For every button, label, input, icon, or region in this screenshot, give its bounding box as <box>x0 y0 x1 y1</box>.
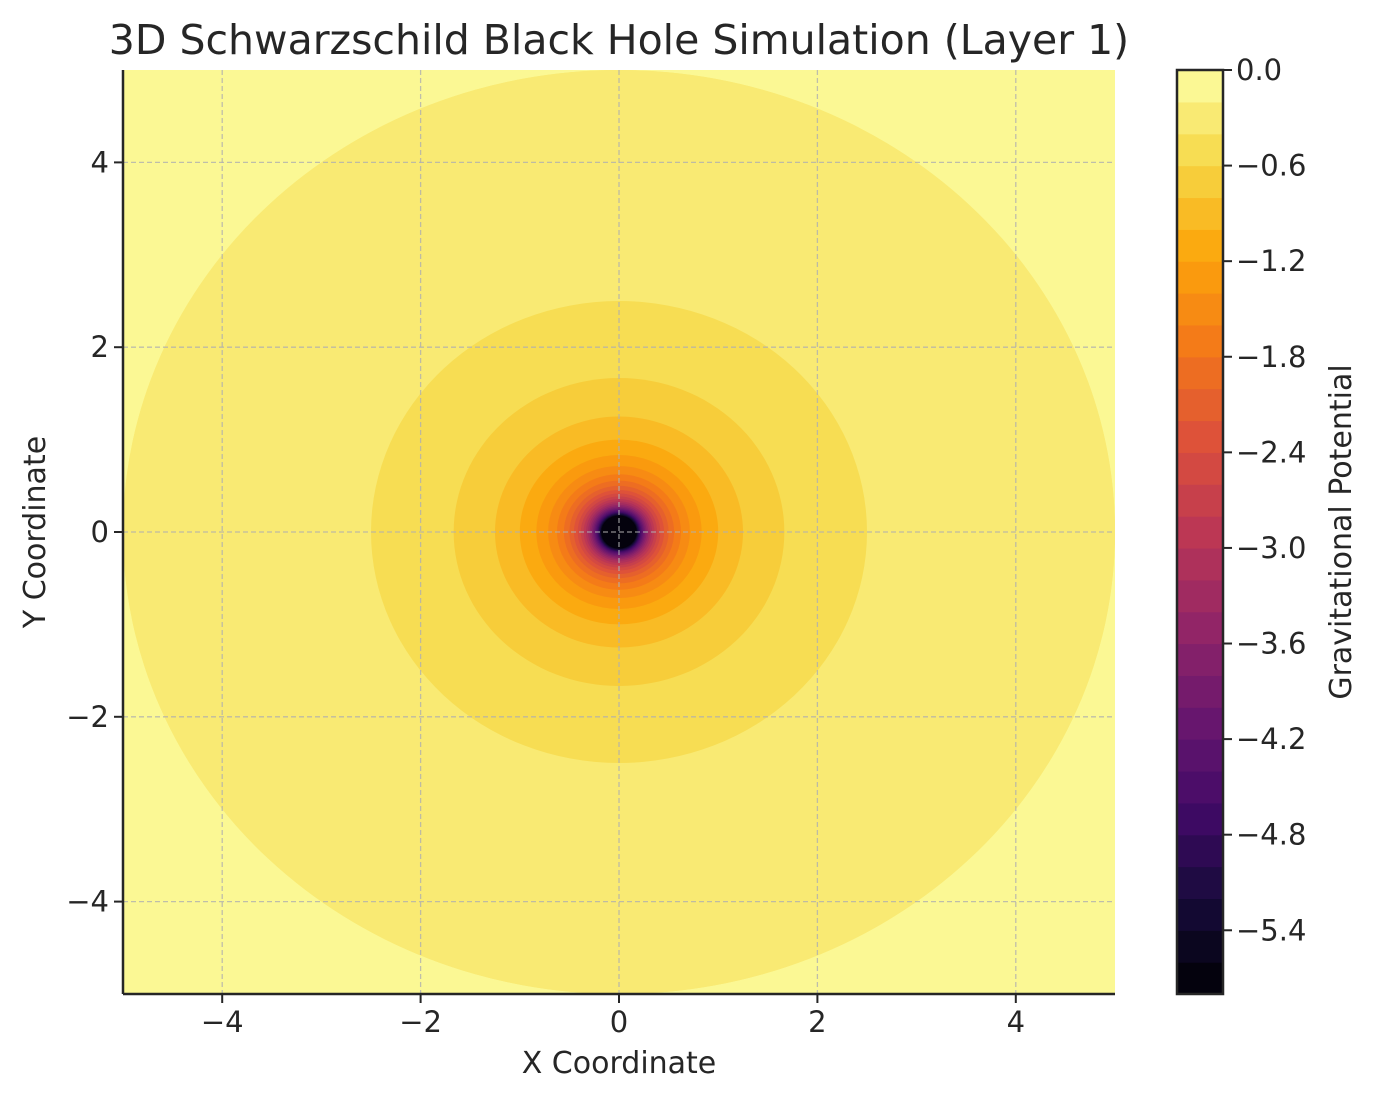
colorbar-tick-label: −0.6 <box>1236 149 1306 183</box>
y-tick-label: −4 <box>66 885 109 919</box>
y-tick-label: 0 <box>91 515 109 549</box>
colorbar-segment <box>1177 547 1223 581</box>
colorbar-segment <box>1177 579 1223 613</box>
x-axis-label: X Coordinate <box>522 1046 717 1081</box>
x-tick-label: 4 <box>1007 1005 1025 1039</box>
colorbar-segment <box>1177 484 1223 517</box>
colorbar-segment <box>1177 866 1223 900</box>
colorbar-segment <box>1177 452 1223 485</box>
colorbar-tick-label: 0.0 <box>1236 53 1282 87</box>
colorbar-tick-label: −1.8 <box>1236 340 1306 374</box>
colorbar-segment <box>1177 356 1223 390</box>
colorbar-segment <box>1177 293 1223 326</box>
colorbar-segment <box>1177 834 1223 868</box>
colorbar-segment <box>1177 165 1223 199</box>
colorbar-segment <box>1177 707 1223 740</box>
colorbar-segment <box>1177 229 1223 262</box>
colorbar-segment <box>1177 643 1223 676</box>
colorbar <box>1175 68 1225 996</box>
colorbar-segment <box>1177 388 1223 422</box>
colorbar-tick-label: −5.4 <box>1236 913 1306 947</box>
colorbar-tick-label: −4.8 <box>1236 818 1306 852</box>
colorbar-segment <box>1177 261 1223 294</box>
colorbar-segment <box>1177 739 1223 772</box>
y-axis-label: Y Coordinate <box>18 436 53 629</box>
grid-lines <box>123 70 1115 994</box>
colorbar-tick-label: −3.0 <box>1236 531 1306 565</box>
x-tick-label: −4 <box>201 1005 244 1039</box>
colorbar-segment <box>1177 197 1223 230</box>
y-tick-label: −2 <box>66 700 109 734</box>
colorbar-tick-label: −2.4 <box>1236 435 1306 469</box>
colorbar-segment <box>1177 133 1223 167</box>
colorbar-segment <box>1177 675 1223 708</box>
x-tick-label: 2 <box>808 1005 826 1039</box>
x-tick-label: −2 <box>399 1005 442 1039</box>
colorbar-tick-label: −3.6 <box>1236 627 1306 661</box>
colorbar-label: Gravitational Potential <box>1324 364 1359 699</box>
chart-title: 3D Schwarzschild Black Hole Simulation (… <box>109 16 1129 64</box>
colorbar-tick-label: −4.2 <box>1236 722 1306 756</box>
x-axis-ticks: −4 −2 0 2 4 <box>201 994 1025 1039</box>
colorbar-segment <box>1177 420 1223 453</box>
x-tick-label: 0 <box>610 1005 628 1039</box>
colorbar-segment <box>1177 802 1223 836</box>
y-tick-label: 2 <box>91 330 109 364</box>
colorbar-segment <box>1177 930 1223 963</box>
colorbar-segment <box>1177 70 1223 103</box>
colorbar-segment <box>1177 516 1223 549</box>
colorbar-ticks: 0.0 −0.6 −1.2 −1.8 −2.4 −3.0 −3.6 −4.2 −4.8 −5.4 <box>1223 53 1306 947</box>
colorbar-segment <box>1177 770 1223 804</box>
colorbar-tick-label: −1.2 <box>1236 244 1306 278</box>
colorbar-segment <box>1177 898 1223 931</box>
colorbar-frame <box>1175 68 1225 996</box>
colorbar-segment <box>1177 962 1223 995</box>
colorbar-segment <box>1177 101 1223 135</box>
y-axis-ticks: −4 −2 0 2 4 <box>66 145 123 919</box>
colorbar-segment <box>1177 611 1223 645</box>
y-tick-label: 4 <box>91 145 109 179</box>
colorbar-segment <box>1177 324 1223 358</box>
